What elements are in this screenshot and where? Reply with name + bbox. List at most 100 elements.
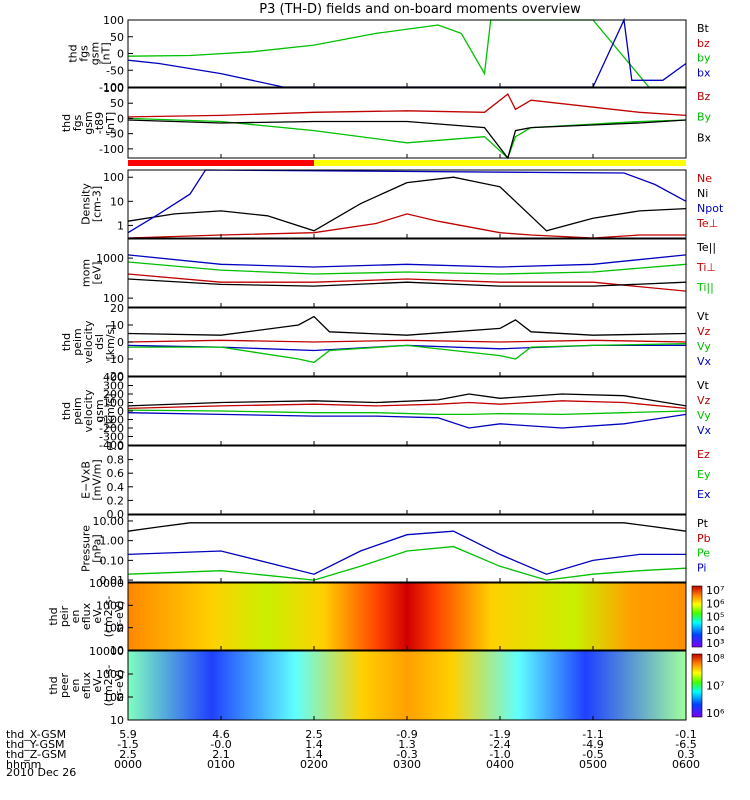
series-line-Vy — [127, 409, 687, 416]
y-tick-label: 0 — [117, 336, 124, 349]
legend-label: By — [697, 111, 712, 124]
footer-value: -1.9 — [489, 728, 510, 741]
y-tick-label: 0.10 — [100, 554, 125, 567]
y-tick-label: 200 — [103, 388, 124, 401]
y-tick-label: 10.00 — [93, 515, 125, 528]
y-tick-label: 10 — [110, 319, 124, 332]
footer-value: 0400 — [486, 758, 514, 771]
series-line-Vx — [127, 412, 687, 429]
footer-value: 1.4 — [305, 738, 323, 751]
y-axis-label: gsm — [82, 111, 95, 134]
y-axis-label: eV — [91, 678, 104, 693]
series-line-Ti⊥ — [127, 254, 687, 268]
y-tick-label: 100 — [103, 397, 124, 410]
colorbar — [691, 585, 703, 648]
y-axis-label: dsl — [93, 334, 106, 350]
y-tick-label: -400 — [99, 439, 124, 452]
y-tick-label: 1.0 — [107, 440, 125, 453]
footer-value: -0.5 — [582, 748, 603, 761]
y-tick-label: -300 — [99, 431, 124, 444]
footer-row-label: thd_Y-GSM — [6, 738, 65, 751]
series-line-Pi — [127, 530, 686, 575]
panels-group: 100500-50-100thdfgsgsm[nT]Btbzbybx100500… — [47, 14, 725, 727]
series-line-Vt — [127, 315, 687, 336]
footer-value: -1.1 — [582, 728, 603, 741]
series-line-Te|| — [127, 278, 687, 287]
legend-label: Ni — [697, 187, 708, 200]
y-tick-label: 100 — [103, 14, 124, 27]
y-axis-label: thd — [60, 114, 73, 132]
y-axis-label: fgs — [71, 114, 84, 131]
legend-label: bx — [697, 66, 711, 79]
footer-value: -0.9 — [396, 728, 417, 741]
panel-4: 1000 100 mom[eV] Te|| Ti⊥ Ti|| — [80, 238, 716, 308]
footer-value: 0100 — [207, 758, 235, 771]
series-line-Ni — [127, 176, 687, 232]
legend-label: Bx — [697, 131, 712, 144]
y-axis-label: [nT] — [100, 42, 113, 64]
footer-value: 1.3 — [398, 738, 416, 751]
y-tick-label: 100 — [103, 292, 124, 305]
y-tick-label: 100 — [103, 171, 124, 184]
y-tick-label: 0.8 — [107, 454, 125, 467]
y-tick-label: -100 — [99, 143, 124, 156]
y-axis-label: [mV/m] — [91, 459, 104, 500]
y-tick-label: -200 — [99, 422, 124, 435]
colorbar-tick-label: 10⁷ — [706, 680, 724, 693]
y-axis-label: -t89 — [93, 112, 106, 134]
footer-value: -4.9 — [582, 738, 603, 751]
colorbar-tick-label: 10⁶ — [706, 707, 725, 720]
footer-value: -2.4 — [489, 738, 510, 751]
y-tick-label: 1 — [117, 219, 124, 232]
y-tick-label: 1000 — [96, 252, 124, 265]
y-tick-label: 0.2 — [107, 494, 125, 507]
legend-label: Vz — [697, 394, 711, 407]
legend-label: Vt — [697, 379, 710, 392]
footer-row-label: thd_Z-GSM — [6, 748, 66, 761]
legend-label: Pe — [697, 547, 710, 560]
legend-label: Te|| — [696, 241, 716, 254]
y-tick-label: 0.01 — [100, 574, 125, 587]
footer-value: 2.1 — [212, 748, 230, 761]
footer-value: 0000 — [114, 758, 142, 771]
y-tick-label: -20 — [106, 370, 124, 383]
footer-value: -1.0 — [489, 748, 510, 761]
y-axis-label: eflux — [80, 602, 93, 630]
series-line-Bz — [127, 93, 687, 118]
y-axis-label: [km/s] — [104, 393, 117, 428]
y-axis-label: sr-eV) — [113, 669, 126, 701]
legend-label: Pi — [697, 561, 706, 574]
y-axis-label: E−VxB — [80, 461, 93, 499]
footer-value: 0500 — [579, 758, 607, 771]
orbit-footer: thd_X-GSMthd_Y-GSMthd_Z-GSMhhmm5.9-1.52.… — [6, 728, 700, 771]
y-tick-label: 10 — [110, 195, 124, 208]
legend-label: Bz — [697, 90, 711, 103]
panel-frame — [127, 169, 687, 239]
footer-value: 0300 — [393, 758, 421, 771]
y-tick-label: 10 — [110, 714, 124, 727]
panel-frame — [127, 445, 687, 515]
y-tick-label: 0.4 — [107, 481, 125, 494]
panel-frame — [127, 307, 687, 377]
panel-frame — [127, 238, 687, 308]
y-tick-label: 300 — [103, 380, 124, 393]
y-axis-label: thd — [47, 676, 60, 694]
footer-value: 2.5 — [305, 728, 323, 741]
footer-value: -0.1 — [675, 728, 696, 741]
series-line-Vx — [127, 344, 686, 352]
footer-value: 0200 — [300, 758, 328, 771]
colorbar-tick-label: 10³ — [706, 637, 724, 650]
legend-label: Vy — [697, 340, 711, 353]
y-axis-label: [nPa] — [91, 534, 104, 562]
date-label: 2010 Dec 26 — [6, 766, 76, 779]
series-line-bx — [127, 17, 687, 88]
series-line-Pt — [127, 522, 687, 532]
mode-bar-segment — [128, 160, 314, 166]
colorbar-tick-label: 10⁷ — [706, 584, 724, 597]
y-axis-label: velocity — [82, 320, 95, 363]
